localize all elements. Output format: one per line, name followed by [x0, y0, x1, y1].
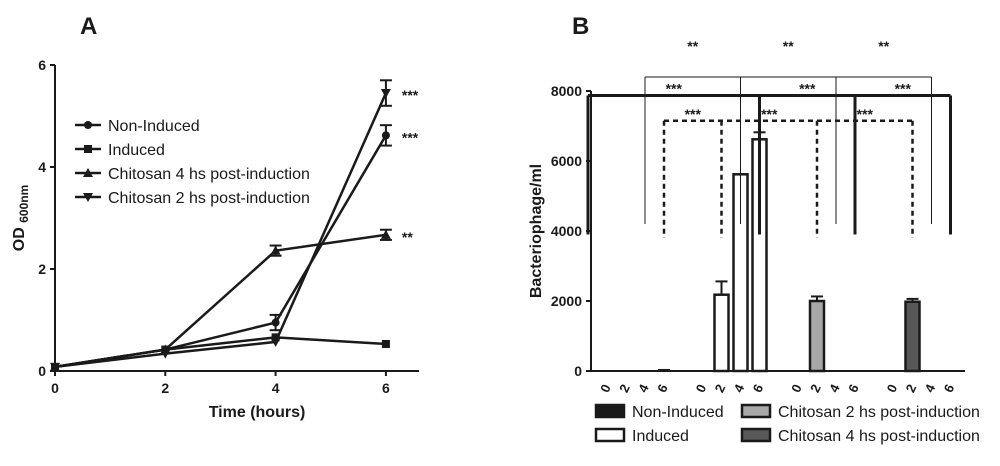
legend-swatch — [594, 427, 626, 443]
data-point — [270, 337, 281, 347]
significance-label: *** — [402, 87, 419, 103]
panel-a-label: A — [80, 13, 97, 40]
y-axis-label: OD 600nm — [11, 185, 31, 251]
y-tick-label: 8000 — [551, 83, 582, 99]
x-tick-label: 6 — [941, 382, 958, 395]
x-tick-label: 6 — [382, 380, 390, 396]
legend-label: Chitosan 4 hs post-induction — [778, 428, 980, 445]
legend-label: Chitosan 4 hs post-induction — [108, 166, 310, 183]
bar — [808, 299, 826, 373]
x-tick-label: 2 — [161, 380, 169, 396]
significance-label: ** — [783, 38, 794, 54]
significance-label: *** — [895, 81, 912, 97]
line-chart-a: 0 2 4 6 0 2 4 6 Time (hours) OD 600nm *** Non-Induc… — [11, 57, 419, 421]
significance-label: *** — [685, 106, 702, 122]
y-tick-label: 6000 — [551, 153, 582, 169]
x-tick-label: 0 — [788, 382, 805, 395]
series-line — [54, 92, 388, 369]
legend-label: Non-Induced — [108, 118, 200, 135]
y-axis-label: Bacteriophage/ml — [528, 164, 545, 298]
data-point — [381, 339, 390, 348]
significance-label: ** — [687, 38, 698, 54]
legend-marker — [83, 193, 93, 202]
series-line — [54, 336, 386, 369]
data-point — [381, 131, 390, 140]
significance-label: *** — [666, 81, 683, 97]
x-tick-label: 0 — [693, 382, 710, 395]
significance-label: ** — [878, 38, 889, 54]
x-tick-label: 2 — [807, 382, 824, 395]
legend-label: Non-Induced — [632, 404, 724, 421]
legend-marker — [83, 168, 93, 177]
x-tick-label: 6 — [750, 382, 767, 395]
legend-swatch — [594, 403, 626, 419]
y-tick-label: 2 — [38, 261, 46, 277]
x-tick-label: 2 — [903, 382, 920, 395]
data-point — [270, 245, 281, 255]
significance-label: *** — [761, 106, 778, 122]
x-axis-label: Time (hours) — [209, 404, 306, 421]
data-point — [380, 89, 391, 99]
data-point — [160, 349, 171, 359]
x-tick-label: 4 — [826, 381, 843, 395]
y-tick-label: 6 — [38, 57, 46, 73]
legend-label: Induced — [632, 428, 689, 445]
x-tick-label: 0 — [884, 382, 901, 395]
legend-label: Chitosan 2 hs post-induction — [108, 190, 310, 207]
significance-label: *** — [799, 81, 816, 97]
data-point — [271, 318, 280, 327]
x-tick-label: 0 — [51, 380, 59, 396]
legend-swatch — [740, 427, 772, 443]
legend-swatch — [740, 403, 772, 419]
series-line — [54, 233, 387, 369]
x-tick-label: 4 — [272, 380, 280, 396]
x-tick-label: 6 — [845, 382, 862, 395]
y-tick-label: 2000 — [551, 293, 582, 309]
x-tick-label: 2 — [712, 382, 729, 395]
data-point — [380, 229, 391, 239]
y-tick-label: 4000 — [551, 223, 582, 239]
significance-label: ** — [402, 229, 413, 245]
significance-label: *** — [857, 106, 874, 122]
data-point — [50, 362, 60, 372]
x-tick-label: 2 — [616, 382, 633, 395]
legend-label: Chitosan 2 hs post-induction — [778, 404, 980, 421]
legend-marker — [84, 145, 92, 153]
bar — [904, 300, 921, 373]
significance-label: *** — [402, 129, 419, 145]
x-tick-label: 6 — [654, 382, 671, 395]
x-tick-label: 4 — [731, 381, 748, 395]
y-tick-label: 4 — [38, 159, 46, 175]
legend-label: Induced — [108, 142, 165, 159]
x-tick-label: 0 — [597, 382, 614, 395]
y-tick-label: 0 — [38, 363, 46, 379]
legend-marker — [84, 121, 92, 129]
x-tick-label: 4 — [922, 381, 939, 395]
y-tick-label: 0 — [574, 363, 582, 379]
bar — [713, 293, 730, 373]
x-tick-label: 4 — [635, 381, 652, 395]
data-point — [271, 333, 280, 342]
panel-b-label: B — [572, 13, 589, 40]
